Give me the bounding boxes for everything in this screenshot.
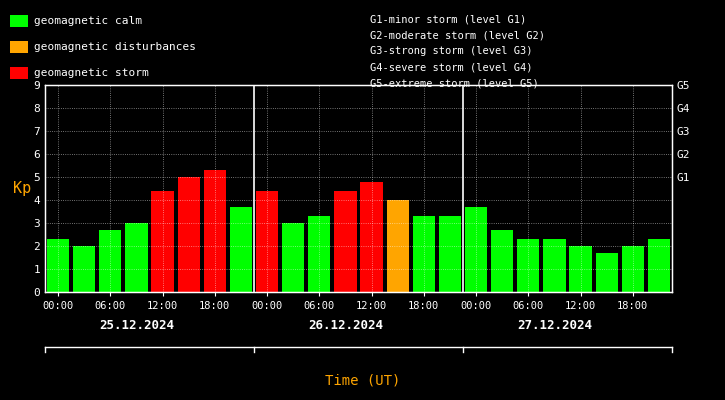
Bar <box>308 216 331 292</box>
Bar <box>256 191 278 292</box>
Text: G2-moderate storm (level G2): G2-moderate storm (level G2) <box>370 30 545 40</box>
Bar <box>439 216 461 292</box>
Y-axis label: Kp: Kp <box>13 181 31 196</box>
Text: geomagnetic disturbances: geomagnetic disturbances <box>34 42 196 52</box>
Bar <box>73 246 95 292</box>
Bar <box>125 223 148 292</box>
Bar <box>648 239 670 292</box>
Text: G5-extreme storm (level G5): G5-extreme storm (level G5) <box>370 78 539 88</box>
Text: G3-strong storm (level G3): G3-strong storm (level G3) <box>370 46 532 56</box>
Bar <box>413 216 435 292</box>
Text: Time (UT): Time (UT) <box>325 374 400 388</box>
Bar <box>595 253 618 292</box>
Text: geomagnetic calm: geomagnetic calm <box>34 16 142 26</box>
Text: geomagnetic storm: geomagnetic storm <box>34 68 149 78</box>
Bar <box>569 246 592 292</box>
Bar <box>230 207 252 292</box>
Bar <box>99 230 121 292</box>
Bar <box>622 246 644 292</box>
Text: 27.12.2024: 27.12.2024 <box>517 319 592 332</box>
Bar <box>334 191 357 292</box>
Bar <box>517 239 539 292</box>
Text: G1-minor storm (level G1): G1-minor storm (level G1) <box>370 14 526 24</box>
Bar <box>465 207 487 292</box>
Bar <box>152 191 174 292</box>
Text: 26.12.2024: 26.12.2024 <box>308 319 383 332</box>
Bar <box>204 170 226 292</box>
Bar <box>543 239 566 292</box>
Bar <box>47 239 69 292</box>
Bar <box>386 200 409 292</box>
Bar <box>282 223 304 292</box>
Text: G4-severe storm (level G4): G4-severe storm (level G4) <box>370 62 532 72</box>
Text: 25.12.2024: 25.12.2024 <box>99 319 174 332</box>
Bar <box>491 230 513 292</box>
Bar <box>360 182 383 292</box>
Bar <box>178 177 200 292</box>
